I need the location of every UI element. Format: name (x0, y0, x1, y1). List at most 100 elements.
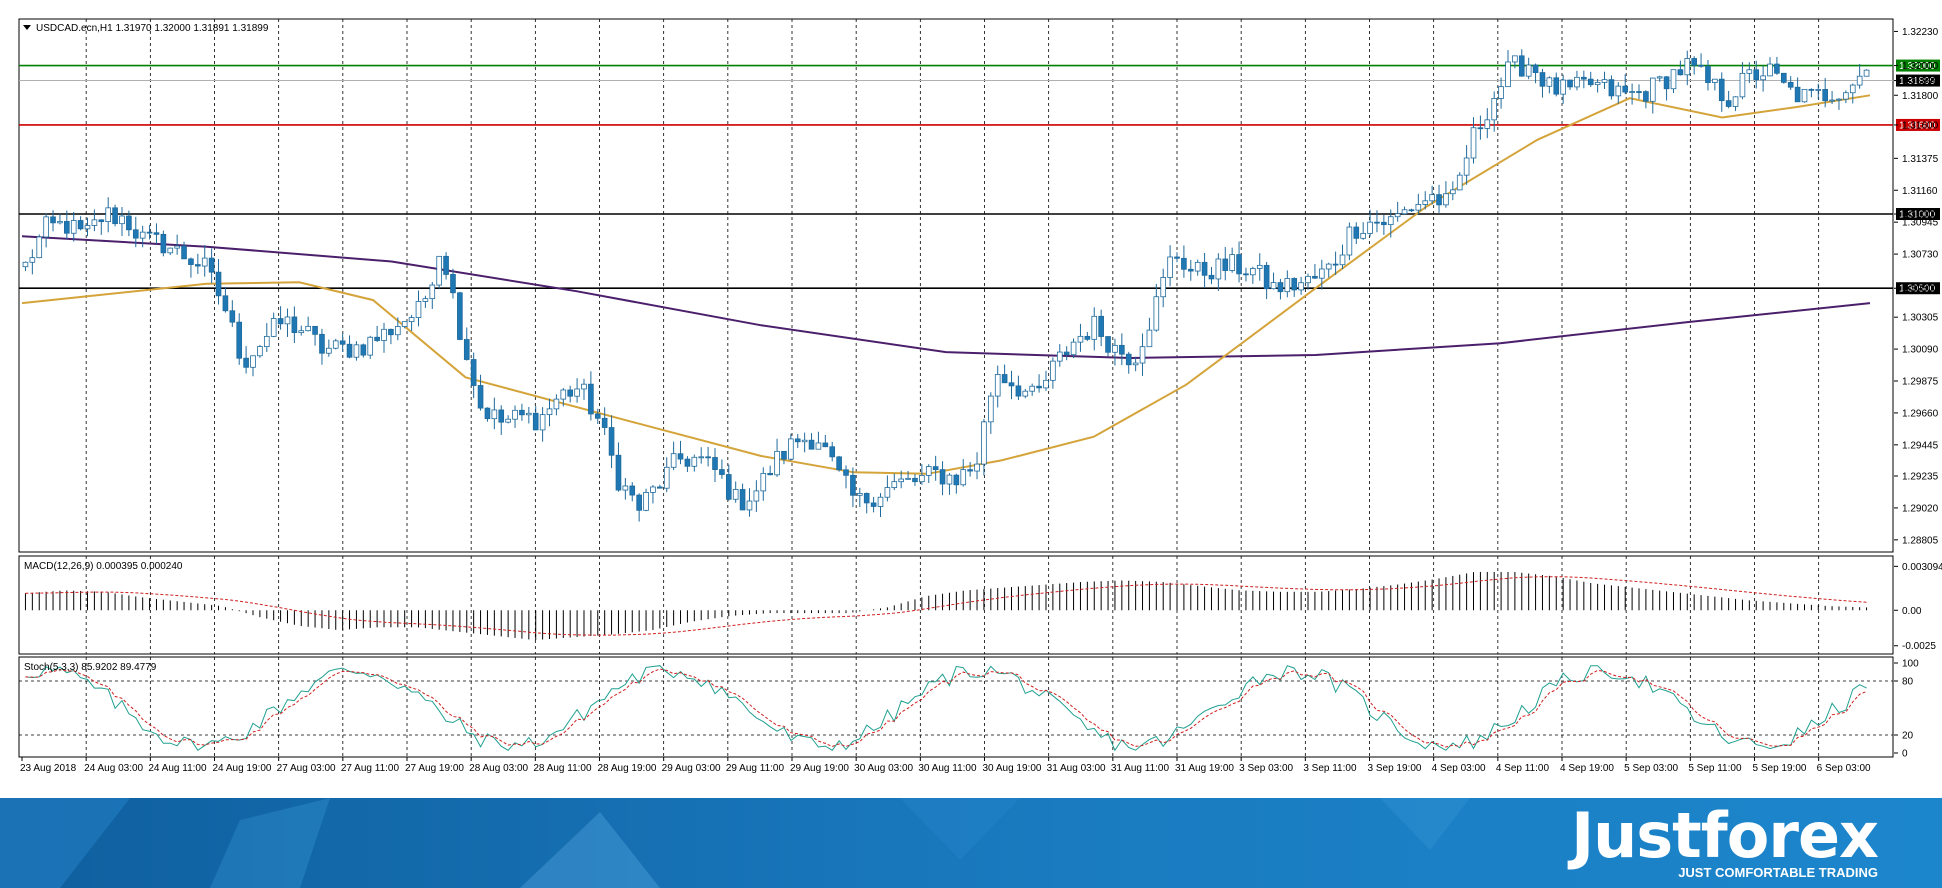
candle-body (181, 245, 187, 260)
candle-body (1539, 72, 1546, 87)
candle-body (663, 466, 670, 489)
candle-body (291, 316, 298, 334)
candle-body (1325, 263, 1332, 270)
candle-body (1822, 89, 1828, 102)
candle-body (167, 247, 174, 254)
candle-body (512, 409, 518, 420)
candle-body (808, 439, 815, 450)
level-price-tag-label: 1.31899 (1899, 76, 1936, 87)
candle-body (1470, 127, 1477, 159)
candle-body (250, 355, 256, 368)
price-tick-label: 1.29660 (1902, 408, 1939, 419)
candle-body (1836, 98, 1842, 101)
time-tick-label: 24 Aug 11:00 (148, 763, 207, 774)
candle-body (243, 357, 249, 368)
candle-body (1029, 385, 1036, 392)
stoch-panel[interactable] (18, 656, 1894, 758)
candle-body (1450, 189, 1456, 195)
candle-body (1608, 79, 1615, 97)
time-tick-label: 5 Sep 11:00 (1688, 763, 1742, 774)
price-panel[interactable] (18, 18, 1894, 553)
candle-body (870, 502, 877, 507)
time-tick-label: 5 Sep 03:00 (1624, 763, 1678, 774)
candle-body (691, 456, 698, 467)
candle-body (270, 318, 277, 337)
candle-body (1291, 278, 1298, 291)
candle-body (1394, 213, 1401, 218)
candle-body (581, 383, 587, 390)
candle-body (1491, 98, 1498, 121)
candle-body (229, 310, 236, 323)
candle-body (657, 486, 663, 489)
time-tick-label: 4 Sep 19:00 (1560, 763, 1614, 774)
candle-body (567, 389, 574, 397)
candle-body (1801, 88, 1808, 103)
brand-name: Justforex (1567, 799, 1879, 872)
level-price-tag (1896, 282, 1940, 295)
candle-body (1318, 268, 1325, 279)
candle-body (346, 343, 353, 358)
level-price-tag-label: 1.31600 (1899, 120, 1936, 131)
macd-tick-label: 0.003094 (1902, 562, 1942, 573)
candle-body (394, 326, 401, 336)
candle-body (560, 389, 567, 400)
macd-header: MACD(12,26,9) 0.000395 0.000240 (24, 561, 183, 572)
price-tick-label: 1.30945 (1902, 218, 1939, 229)
candle-body (1629, 91, 1635, 93)
price-tick-label: 1.30500 (1902, 284, 1939, 295)
candles-layer (22, 49, 1870, 522)
candle-body (429, 284, 436, 300)
candle-body (774, 450, 780, 476)
level-price-tag-label: 1.32000 (1899, 61, 1936, 72)
time-tick-label: 30 Aug 03:00 (854, 763, 913, 774)
candle-body (1215, 258, 1222, 280)
time-tick-label: 30 Aug 11:00 (918, 763, 977, 774)
candle-body (1015, 385, 1022, 397)
candle-body (574, 388, 580, 397)
candle-body (912, 477, 918, 483)
macd-tick-label: 0.00 (1902, 606, 1922, 617)
candle-body (1091, 315, 1098, 340)
price-tick-label: 1.30305 (1902, 313, 1939, 324)
candle-body (781, 450, 787, 460)
candle-body (263, 335, 270, 348)
candle-body (1367, 221, 1373, 234)
candle-body (1684, 58, 1691, 76)
banner-background (0, 798, 1942, 888)
candle-body (1008, 382, 1015, 387)
candle-body (360, 344, 367, 356)
collapse-triangle-icon[interactable] (23, 25, 31, 30)
candle-body (1332, 263, 1339, 266)
candle-body (1146, 329, 1153, 348)
candle-body (1270, 282, 1277, 290)
candle-body (132, 229, 139, 239)
candle-body (305, 325, 311, 332)
price-tick-label: 1.31375 (1902, 154, 1939, 165)
candle-body (1132, 362, 1139, 366)
candle-body (843, 469, 849, 476)
stoch-signal-line (25, 668, 1867, 748)
candle-body (208, 257, 215, 273)
candle-body (753, 490, 760, 502)
candle-body (1284, 278, 1291, 293)
candle-body (650, 486, 656, 493)
candle-body (1339, 254, 1346, 266)
price-tick-label: 1.29445 (1902, 440, 1939, 451)
candle-body (1222, 258, 1229, 271)
candle-body (339, 340, 346, 345)
candle-body (1098, 315, 1104, 337)
candle-body (1305, 275, 1311, 284)
time-tick-label: 27 Aug 03:00 (277, 763, 336, 774)
candle-body (1698, 64, 1704, 67)
candle-body (539, 414, 546, 431)
candle-body (1298, 282, 1304, 291)
candle-body (532, 412, 539, 431)
candle-body (126, 215, 132, 231)
candle-body (415, 301, 422, 318)
candle-body (112, 207, 118, 225)
stoch-tick-label: 20 (1902, 731, 1914, 742)
stoch-main-line (25, 665, 1867, 752)
candle-body (925, 466, 932, 476)
time-tick-label: 31 Aug 03:00 (1047, 763, 1106, 774)
candle-body (1415, 204, 1422, 211)
